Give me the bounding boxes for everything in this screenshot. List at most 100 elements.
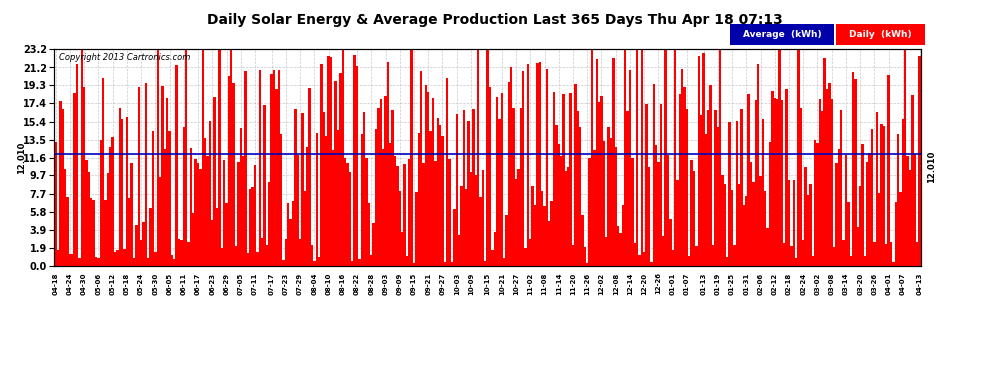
Bar [199,169,202,266]
Bar [719,49,722,266]
Bar [669,219,671,266]
Bar [690,160,693,266]
Bar [375,129,377,266]
Bar [90,198,92,266]
Bar [899,192,902,266]
Bar [211,220,214,266]
Bar [576,111,579,266]
Bar [805,167,807,266]
Bar [486,49,489,266]
Bar [346,163,348,266]
Bar [588,159,591,266]
Bar [194,159,197,266]
Bar [104,200,107,266]
Bar [809,184,812,266]
Bar [550,201,552,266]
Bar [596,59,598,266]
Bar [121,119,124,266]
Bar [330,57,332,266]
Bar [600,96,603,266]
Bar [840,111,842,266]
Bar [328,56,330,266]
Bar [717,127,719,266]
Bar [472,109,474,266]
Bar [919,56,921,266]
Bar [102,78,104,266]
Bar [479,197,482,266]
Bar [491,250,493,266]
Bar [399,191,401,266]
Bar [173,259,175,266]
Bar [270,74,273,266]
Bar [370,255,372,266]
Bar [64,169,66,266]
Bar [140,240,143,266]
Bar [641,49,644,266]
Bar [572,245,574,266]
Bar [627,111,629,266]
Bar [766,228,769,266]
Bar [170,255,173,266]
Bar [567,167,569,266]
Bar [116,250,119,266]
Bar [861,144,863,266]
Bar [659,104,662,266]
Bar [916,242,919,266]
Bar [425,85,427,266]
Bar [482,170,484,266]
Bar [724,184,726,266]
Bar [467,121,470,266]
Bar [256,252,258,266]
Bar [508,82,510,266]
Bar [313,261,316,266]
Bar [781,100,783,266]
Bar [532,186,534,266]
Bar [418,133,420,266]
Bar [251,187,253,266]
Bar [795,258,797,266]
Bar [579,127,581,266]
Bar [741,108,742,266]
Bar [88,172,90,266]
Bar [873,242,875,266]
Bar [517,169,520,266]
Bar [836,163,838,266]
Bar [285,239,287,266]
Bar [427,92,430,266]
Bar [617,226,620,266]
Bar [612,58,615,266]
Bar [258,70,261,266]
Bar [639,255,641,266]
Bar [351,261,353,266]
Bar [783,243,785,266]
Bar [745,196,747,266]
Bar [560,156,562,266]
Bar [914,154,916,266]
Bar [738,184,741,266]
Bar [904,49,907,266]
Bar [776,99,778,266]
Bar [897,134,899,266]
Bar [348,172,351,266]
Bar [432,98,435,266]
Bar [109,147,112,266]
Bar [202,49,204,266]
Bar [800,108,802,266]
Bar [678,94,681,266]
Bar [541,191,544,266]
Bar [114,252,116,266]
Bar [610,138,612,266]
Bar [557,144,560,266]
Bar [887,75,890,266]
Bar [866,162,868,266]
Bar [154,252,156,266]
Bar [885,244,887,266]
Bar [909,170,911,266]
Bar [289,219,292,266]
Bar [320,64,323,266]
Bar [574,84,576,266]
Bar [206,156,209,266]
Bar [501,93,503,266]
Bar [729,122,731,266]
Bar [403,164,406,266]
